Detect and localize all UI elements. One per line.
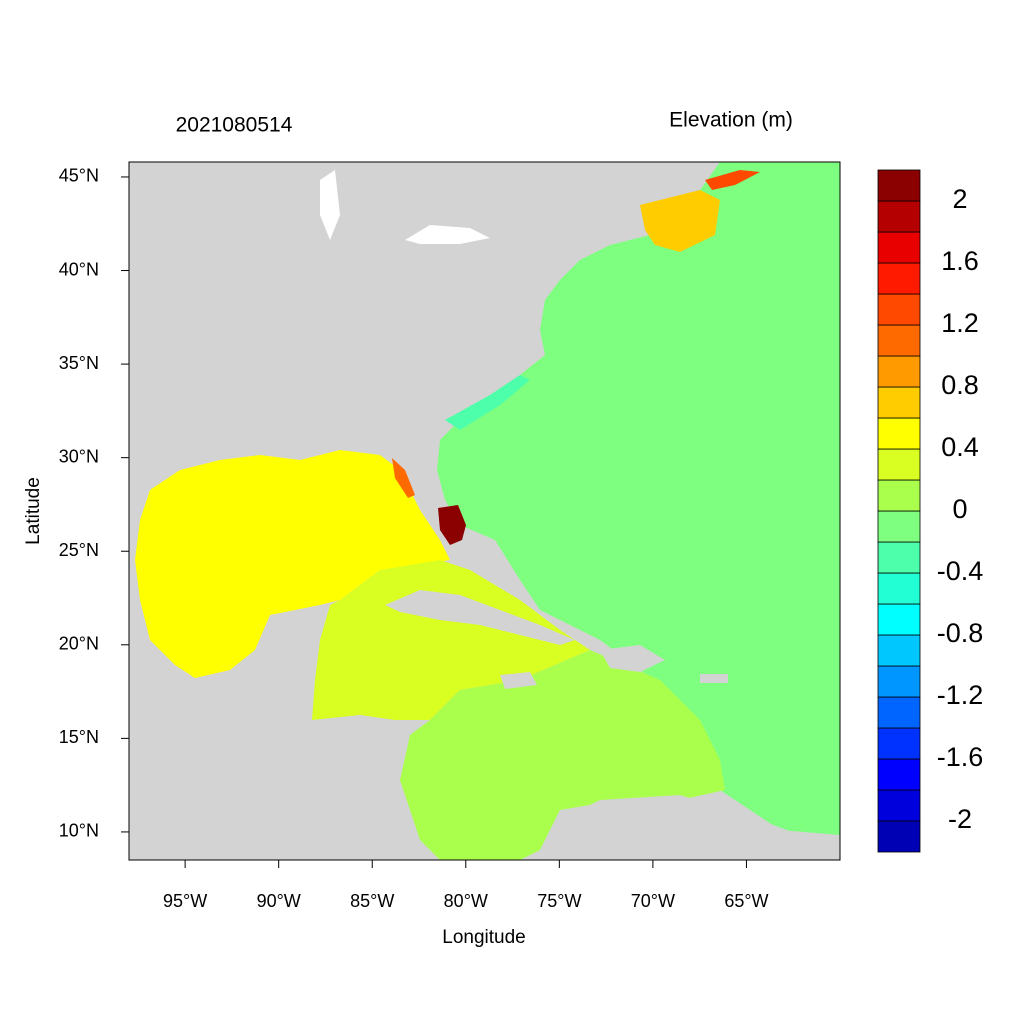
y-tick-label: 35°N	[59, 353, 99, 373]
colorbar-tick-label: 0.8	[941, 370, 979, 400]
colorbar-tick-label: -0.8	[937, 618, 984, 648]
colorbar-tick-label: 0.4	[941, 432, 979, 462]
great-lake	[405, 225, 490, 244]
y-tick-label: 15°N	[59, 727, 99, 747]
map-title: 2021080514	[176, 114, 293, 137]
colorbar-box	[877, 789, 921, 822]
colorbar-box	[877, 541, 921, 574]
florida-bay-water	[392, 458, 415, 498]
colorbar-box	[877, 293, 921, 326]
colorbar-tick-label: 2	[952, 184, 967, 214]
colorbar-box	[877, 665, 921, 698]
colorbar-tick-label: -0.4	[937, 556, 984, 586]
shelf-water	[445, 375, 530, 430]
x-tick-label: 65°W	[724, 891, 768, 911]
x-tick-label: 80°W	[444, 891, 488, 911]
colorbar-box	[877, 510, 921, 543]
caribbean-east-water	[400, 650, 725, 860]
legend-title: Elevation (m)	[669, 109, 793, 132]
atlantic-water	[437, 162, 840, 835]
colorbar-box	[877, 696, 921, 729]
caribbean-west-water	[312, 560, 590, 720]
colorbar-box	[877, 169, 921, 202]
colorbar-tick-label: -1.6	[937, 742, 984, 772]
colorbar-box	[877, 572, 921, 605]
jamaica	[500, 672, 537, 689]
y-tick-label: 30°N	[59, 446, 99, 466]
colorbar-box	[877, 231, 921, 264]
colorbar-box	[877, 603, 921, 636]
y-tick-label: 10°N	[59, 821, 99, 841]
south-america	[540, 795, 840, 860]
colorbar-box	[877, 386, 921, 419]
colorbar-tick-label: -1.2	[937, 680, 984, 710]
colorbar-tick-label: 1.2	[941, 308, 979, 338]
colorbar-tick-label: -2	[948, 804, 972, 834]
plot-frame	[128, 161, 841, 861]
map	[129, 162, 840, 860]
x-tick-label: 90°W	[257, 891, 301, 911]
colorbar-box	[877, 634, 921, 667]
gulf-of-maine-water	[640, 190, 720, 252]
colorbar-box	[877, 758, 921, 791]
colorbar-tick-label: 1.6	[941, 246, 979, 276]
bay-of-fundy-water	[705, 170, 760, 190]
colorbar-box	[877, 355, 921, 388]
x-tick-label: 75°W	[537, 891, 581, 911]
colorbar-box	[877, 417, 921, 450]
x-tick-label: 95°W	[163, 891, 207, 911]
colorbar-box	[877, 448, 921, 481]
y-tick-label: 20°N	[59, 634, 99, 654]
hispaniola	[600, 645, 665, 672]
colorbar-tick-label: 0	[952, 494, 967, 524]
cuba	[385, 590, 575, 645]
gulf-of-mexico-water	[135, 450, 450, 678]
x-tick-label: 85°W	[350, 891, 394, 911]
colorbar-box	[877, 479, 921, 512]
colorbar-box	[877, 262, 921, 295]
x-tick-label: 70°W	[631, 891, 675, 911]
y-tick-label: 40°N	[59, 259, 99, 279]
colorbar-box	[877, 820, 921, 853]
colorbar-box	[877, 727, 921, 760]
x-axis-label: Longitude	[442, 927, 525, 948]
puerto-rico	[700, 674, 728, 683]
y-tick-label: 25°N	[59, 540, 99, 560]
florida-surge	[438, 505, 466, 545]
y-axis-label: Latitude	[23, 477, 44, 545]
y-tick-label: 45°N	[59, 166, 99, 186]
colorbar-box	[877, 324, 921, 357]
great-lake	[320, 170, 340, 240]
colorbar-box	[877, 200, 921, 233]
